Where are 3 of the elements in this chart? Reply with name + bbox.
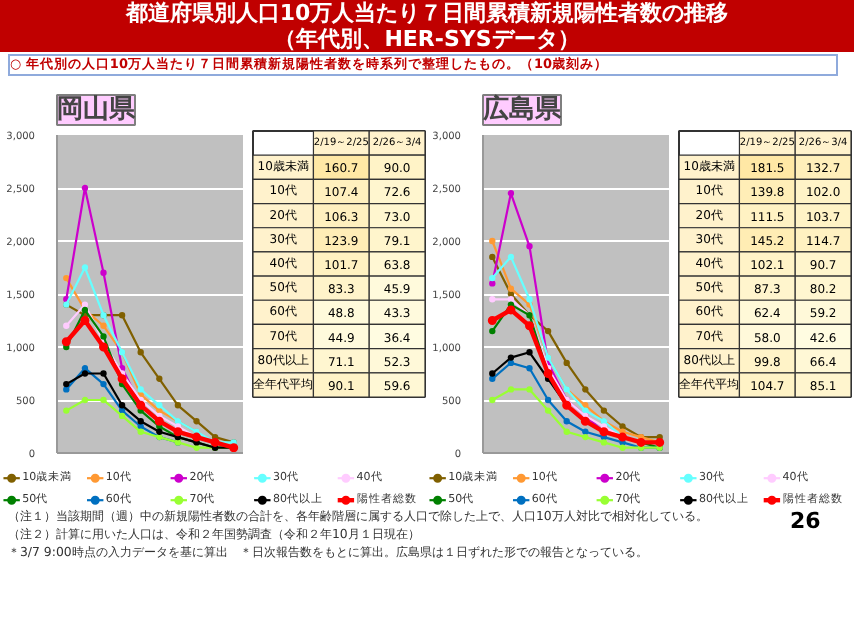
- text: 26: [790, 508, 821, 534]
- text: （年代別、HER-SYSデータ）: [272, 26, 582, 52]
- text: 都道府県別人口10万人当たり７日間累積新規陽性者数の推移: [123, 0, 731, 26]
